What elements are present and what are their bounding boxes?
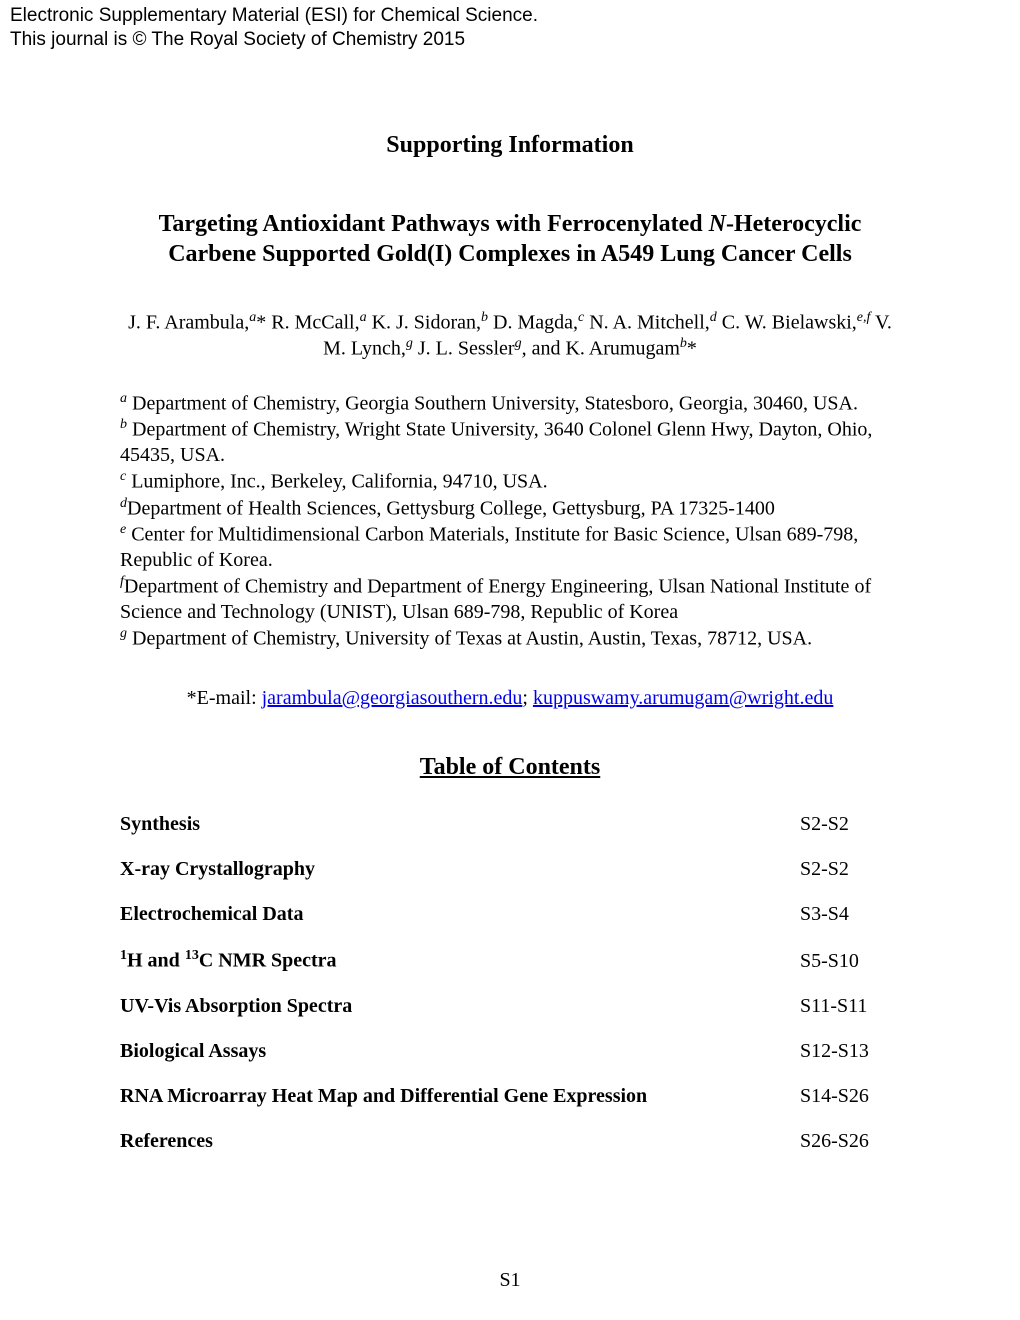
table-of-contents: Synthesis S2-S2 X-ray Crystallography S2-S2… <box>120 813 900 1153</box>
author-9-mark: * <box>687 338 697 360</box>
affiliation-g: g Department of Chemistry, University of… <box>120 625 900 652</box>
toc-row: References S26-S26 <box>120 1130 900 1153</box>
aff-c-text: Lumiphore, Inc., Berkeley, California, 9… <box>126 471 547 493</box>
toc-label: Electrochemical Data <box>120 903 303 926</box>
toc-pages: S5-S10 <box>800 950 900 973</box>
corresponding-emails: *E-mail: jarambula@georgiasouthern.edu; … <box>120 687 900 710</box>
esi-banner: Electronic Supplementary Material (ESI) … <box>0 0 1020 52</box>
author-6: C. W. Bielawski, <box>717 311 857 333</box>
banner-line-2: This journal is © The Royal Society of C… <box>10 28 1010 52</box>
toc-row: 1H and 13C NMR Spectra S5-S10 <box>120 948 900 973</box>
email-prefix: *E-mail: <box>187 687 262 709</box>
toc-label: RNA Microarray Heat Map and Differential… <box>120 1085 647 1108</box>
author-1-mark: * <box>256 311 266 333</box>
toc-pages: S11-S11 <box>800 995 900 1018</box>
affiliation-c: c Lumiphore, Inc., Berkeley, California,… <box>120 468 900 495</box>
affiliations: a Department of Chemistry, Georgia South… <box>120 390 900 652</box>
toc-pages: S3-S4 <box>800 903 900 926</box>
supporting-information-heading: Supporting Information <box>120 132 900 159</box>
affiliation-d: dDepartment of Health Sciences, Gettysbu… <box>120 495 900 522</box>
toc-pages: S12-S13 <box>800 1040 900 1063</box>
title-pre: Targeting Antioxidant Pathways with Ferr… <box>159 211 709 237</box>
toc-row: Synthesis S2-S2 <box>120 813 900 836</box>
email-sep: ; <box>522 687 533 709</box>
author-5: N. A. Mitchell, <box>584 311 710 333</box>
toc-row: Biological Assays S12-S13 <box>120 1040 900 1063</box>
page-number: S1 <box>0 1269 1020 1292</box>
toc-pages: S14-S26 <box>800 1085 900 1108</box>
aff-a-text: Department of Chemistry, Georgia Souther… <box>127 392 858 414</box>
author-6-aff: e,f <box>857 310 871 325</box>
author-1: J. F. Arambula, <box>128 311 249 333</box>
article-title: Targeting Antioxidant Pathways with Ferr… <box>120 209 900 269</box>
toc-pages: S2-S2 <box>800 858 900 881</box>
authors-list: J. F. Arambula,a* R. McCall,a K. J. Sido… <box>120 309 900 362</box>
toc-row: Electrochemical Data S3-S4 <box>120 903 900 926</box>
aff-e-text: Center for Multidimensional Carbon Mater… <box>120 524 858 571</box>
affiliation-f: fDepartment of Chemistry and Department … <box>120 573 900 625</box>
page-content: Supporting Information Targeting Antioxi… <box>0 52 1020 1154</box>
toc-heading: Table of Contents <box>120 754 900 781</box>
author-8-aff: g <box>515 336 522 351</box>
aff-a-sup: a <box>120 391 127 406</box>
affiliation-e: e Center for Multidimensional Carbon Mat… <box>120 521 900 573</box>
affiliation-a: a Department of Chemistry, Georgia South… <box>120 390 900 417</box>
email-link-1[interactable]: jarambula@georgiasouthern.edu <box>262 687 523 709</box>
toc-row: RNA Microarray Heat Map and Differential… <box>120 1085 900 1108</box>
toc-row: UV-Vis Absorption Spectra S11-S11 <box>120 995 900 1018</box>
toc-pages: S26-S26 <box>800 1130 900 1153</box>
aff-g-sup: g <box>120 626 127 641</box>
toc-label: References <box>120 1130 213 1153</box>
aff-f-text: Department of Chemistry and Department o… <box>120 576 871 623</box>
title-italic-n: N <box>709 211 726 237</box>
toc-label: Synthesis <box>120 813 200 836</box>
toc-label: X-ray Crystallography <box>120 858 315 881</box>
email-link-2[interactable]: kuppuswamy.arumugam@wright.edu <box>533 687 833 709</box>
author-9: and K. Arumugam <box>527 338 680 360</box>
toc-pages: S2-S2 <box>800 813 900 836</box>
toc-label: UV-Vis Absorption Spectra <box>120 995 352 1018</box>
author-2-aff: a <box>360 310 367 325</box>
toc-label: Biological Assays <box>120 1040 266 1063</box>
aff-b-text: Department of Chemistry, Wright State Un… <box>120 419 872 466</box>
author-9-aff: b <box>680 336 687 351</box>
aff-d-text: Department of Health Sciences, Gettysbur… <box>127 497 775 519</box>
author-8: J. L. Sessler <box>413 338 515 360</box>
aff-b-sup: b <box>120 417 127 432</box>
author-4: D. Magda, <box>488 311 578 333</box>
affiliation-b: b Department of Chemistry, Wright State … <box>120 416 900 468</box>
author-5-aff: d <box>710 310 717 325</box>
author-3: K. J. Sidoran, <box>367 311 481 333</box>
author-2: R. McCall, <box>266 311 359 333</box>
toc-label: 1H and 13C NMR Spectra <box>120 948 337 973</box>
banner-line-1: Electronic Supplementary Material (ESI) … <box>10 4 1010 28</box>
author-3-aff: b <box>481 310 488 325</box>
aff-d-sup: d <box>120 496 127 511</box>
toc-row: X-ray Crystallography S2-S2 <box>120 858 900 881</box>
aff-g-text: Department of Chemistry, University of T… <box>127 627 812 649</box>
author-7-aff: g <box>406 336 413 351</box>
